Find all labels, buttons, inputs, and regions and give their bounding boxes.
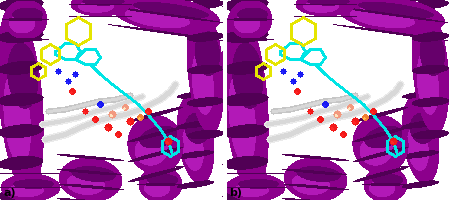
Text: a): a) bbox=[4, 187, 17, 197]
Text: b): b) bbox=[229, 187, 242, 197]
